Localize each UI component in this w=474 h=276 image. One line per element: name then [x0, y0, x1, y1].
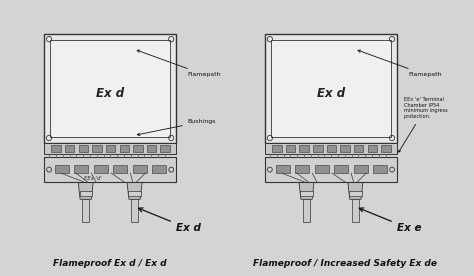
Polygon shape [78, 182, 93, 199]
Polygon shape [127, 182, 142, 199]
Bar [94, 165, 108, 173]
Text: EEx 'd': EEx 'd' [84, 176, 102, 181]
Bar [295, 165, 309, 173]
Bar [131, 199, 138, 222]
Bar [340, 145, 350, 152]
Bar [147, 145, 156, 152]
Text: Flameproof Ex d / Ex d: Flameproof Ex d / Ex d [54, 259, 167, 267]
Bar [45, 34, 176, 143]
Bar [51, 145, 61, 152]
Bar [334, 165, 348, 173]
Bar [272, 145, 282, 152]
Text: Ex d: Ex d [138, 208, 201, 233]
Bar [55, 165, 69, 173]
Polygon shape [299, 182, 314, 199]
Bar [271, 40, 391, 137]
Bar [265, 34, 397, 143]
Bar [65, 145, 74, 152]
Bar [354, 145, 364, 152]
Text: Ex d: Ex d [317, 87, 345, 100]
Bar [352, 199, 359, 222]
Text: Flameproof / Increased Safety Ex de: Flameproof / Increased Safety Ex de [253, 259, 437, 267]
Bar [368, 145, 377, 152]
Bar [119, 145, 129, 152]
Bar [128, 191, 141, 196]
Bar [300, 145, 309, 152]
Bar [265, 143, 397, 154]
Text: Flamepath: Flamepath [137, 50, 221, 77]
Bar [315, 165, 328, 173]
Text: Flamepath: Flamepath [358, 50, 442, 77]
Text: EEx 'e' Terminal
Chamber IP54
minimum ingress
protection.: EEx 'e' Terminal Chamber IP54 minimum in… [399, 97, 447, 152]
Text: Ex e: Ex e [359, 208, 421, 233]
Bar [133, 165, 147, 173]
Bar [313, 145, 322, 152]
Bar [45, 143, 176, 154]
Bar [327, 145, 336, 152]
Bar [160, 145, 170, 152]
Text: Bushings: Bushings [137, 119, 216, 136]
Bar [265, 157, 397, 182]
Bar [106, 145, 115, 152]
Bar [133, 145, 143, 152]
Bar [381, 145, 391, 152]
Bar [303, 199, 310, 222]
Bar [92, 145, 102, 152]
Bar [82, 199, 90, 222]
Bar [113, 165, 128, 173]
Bar [286, 145, 295, 152]
Bar [301, 191, 313, 196]
Bar [50, 40, 170, 137]
Bar [152, 165, 166, 173]
Text: Ex d: Ex d [96, 87, 124, 100]
Bar [74, 165, 88, 173]
Bar [80, 191, 92, 196]
Bar [349, 191, 362, 196]
Bar [45, 157, 176, 182]
Bar [373, 165, 387, 173]
Bar [79, 145, 88, 152]
Bar [354, 165, 368, 173]
Bar [275, 165, 290, 173]
Polygon shape [348, 182, 363, 199]
